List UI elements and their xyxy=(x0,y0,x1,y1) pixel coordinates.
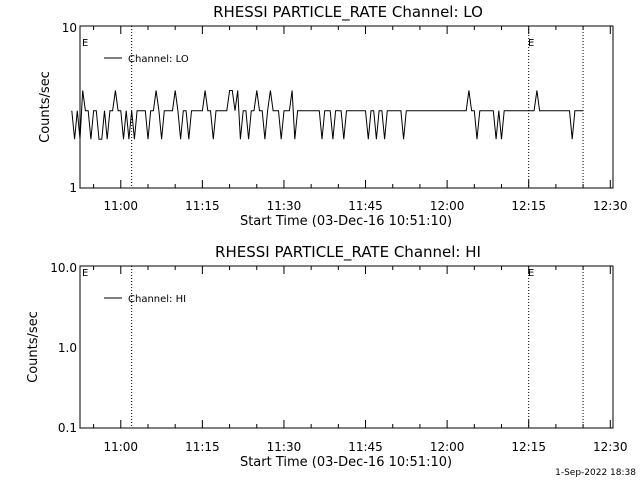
legend-label: Channel: LO xyxy=(128,54,189,65)
x-tick-label: 12:30 xyxy=(593,440,628,454)
event-marker-label: E xyxy=(528,268,534,279)
hi-channel-panel: RHESSI PARTICLE_RATE Channel: HI Counts/… xyxy=(26,243,628,470)
x-tick-label: 11:00 xyxy=(103,199,138,213)
event-markers xyxy=(131,26,584,188)
start-marker-label: E xyxy=(82,268,88,279)
x-tick-label: 12:15 xyxy=(511,440,546,454)
event-markers xyxy=(131,266,584,428)
x-axis-label: Start Time (03-Dec-16 10:51:10) xyxy=(240,214,452,229)
y-tick-label: 10 xyxy=(62,21,77,35)
y-axis-label: Counts/sec xyxy=(26,311,41,383)
x-ticks xyxy=(93,26,611,188)
lo-channel-panel: RHESSI PARTICLE_RATE Channel: LO Counts/… xyxy=(38,3,628,229)
x-tick-label: 12:15 xyxy=(511,199,546,213)
y-tick-label: 10.0 xyxy=(50,261,77,275)
x-tick-label: 12:00 xyxy=(430,440,465,454)
plot-frame xyxy=(79,265,614,429)
x-ticks xyxy=(93,266,611,428)
start-marker-label: E xyxy=(82,38,88,49)
chart-title: RHESSI PARTICLE_RATE Channel: LO xyxy=(213,3,483,22)
y-tick-label: 0.1 xyxy=(58,421,77,435)
x-tick-label: 11:00 xyxy=(103,440,138,454)
x-tick-label: 11:45 xyxy=(348,199,383,213)
x-tick-label: 12:30 xyxy=(593,199,628,213)
x-tick-label: 11:15 xyxy=(185,440,220,454)
legend-label: Channel: HI xyxy=(128,294,186,305)
event-marker-label: E xyxy=(528,38,534,49)
footer-date: 1-Sep-2022 18:38 xyxy=(555,468,636,478)
x-tick-label: 11:30 xyxy=(267,440,302,454)
y-axis-label: Counts/sec xyxy=(38,71,53,143)
y-tick-label: 1.0 xyxy=(58,341,77,355)
x-tick-labels: 11:00 11:15 11:30 11:45 12:00 12:15 12:30 xyxy=(103,440,627,454)
x-tick-labels: 11:00 11:15 11:30 11:45 12:00 12:15 12:30 xyxy=(103,199,627,213)
x-tick-label: 11:45 xyxy=(348,440,383,454)
x-tick-label: 11:30 xyxy=(267,199,302,213)
x-axis-label: Start Time (03-Dec-16 10:51:10) xyxy=(240,455,452,470)
chart-title: RHESSI PARTICLE_RATE Channel: HI xyxy=(215,243,481,262)
x-tick-label: 11:15 xyxy=(185,199,220,213)
y-tick-label: 1 xyxy=(69,181,77,195)
plot-frame xyxy=(79,25,614,189)
x-tick-label: 12:00 xyxy=(430,199,465,213)
series-line-lo xyxy=(71,90,584,140)
